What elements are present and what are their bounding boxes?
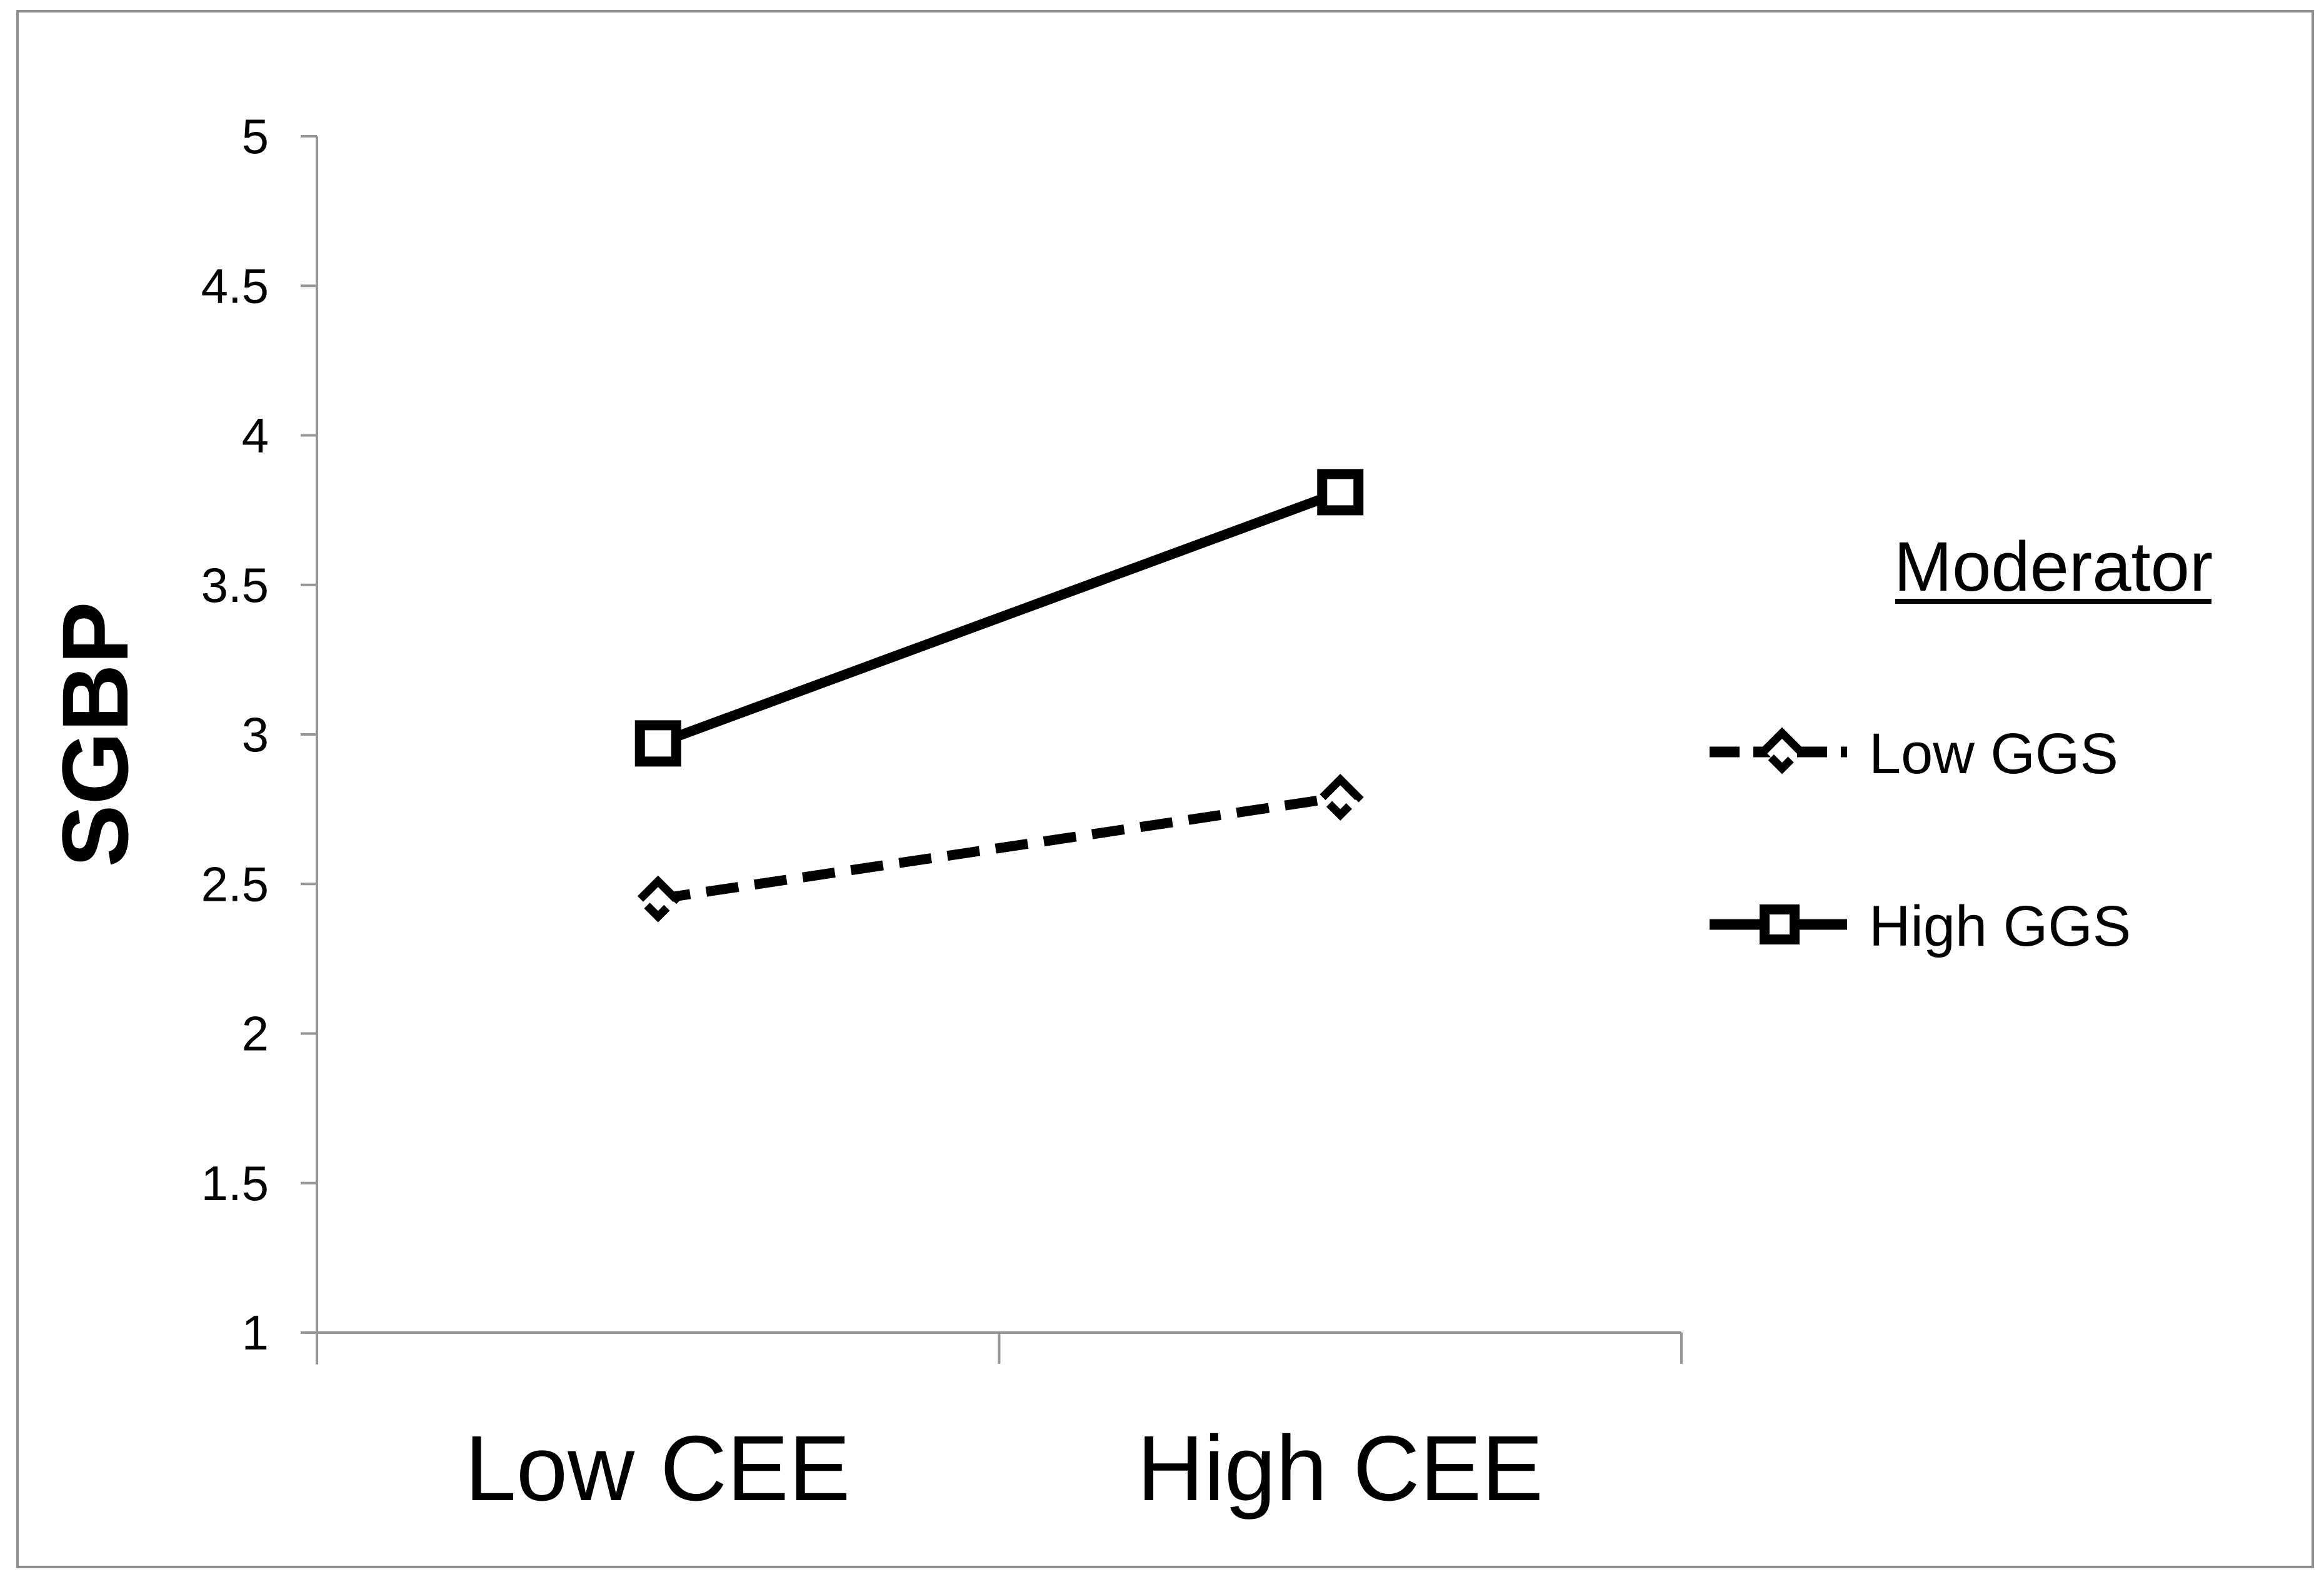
y-axis-title: SGBP xyxy=(43,601,148,867)
series-plot xyxy=(634,469,1364,923)
legend-item-low-ggs: Low GGS xyxy=(1710,722,2118,786)
x-category-label-high-cee: High CEE xyxy=(1137,1417,1543,1520)
figure-border xyxy=(16,10,2314,1568)
y-tick-label: 3 xyxy=(242,707,269,762)
y-tick-label: 2 xyxy=(242,1006,269,1061)
axes xyxy=(316,136,1683,1364)
legend-label-high-ggs: High GGS xyxy=(1869,894,2131,958)
series-line-low-ggs xyxy=(657,792,1341,904)
diamond-marker-icon xyxy=(1758,727,1806,774)
y-tick-label: 4 xyxy=(242,408,269,463)
legend-item-high-ggs: High GGS xyxy=(1710,894,2131,958)
legend: Moderator Low GGS High GGS xyxy=(1710,528,2213,958)
y-axis-ticks: 1 1.5 2 2.5 3 3.5 4 4.5 5 xyxy=(201,109,317,1360)
diamond-marker-icon xyxy=(1316,774,1364,821)
y-tick-label: 1 xyxy=(242,1305,269,1360)
y-tick-label: 1.5 xyxy=(201,1156,269,1211)
diamond-marker-icon xyxy=(634,875,682,923)
square-marker-icon xyxy=(1317,469,1364,516)
legend-label-low-ggs: Low GGS xyxy=(1869,722,2118,786)
y-tick-label: 3.5 xyxy=(201,558,269,613)
x-category-label-low-cee: Low CEE xyxy=(465,1417,851,1520)
y-tick-label: 5 xyxy=(242,109,269,164)
y-tick-label: 2.5 xyxy=(201,856,269,911)
legend-title: Moderator xyxy=(1894,528,2213,606)
series-line-high-ggs xyxy=(656,487,1343,748)
y-tick-label: 4.5 xyxy=(201,258,269,313)
square-marker-icon xyxy=(634,720,681,767)
square-marker-icon xyxy=(1760,904,1800,944)
